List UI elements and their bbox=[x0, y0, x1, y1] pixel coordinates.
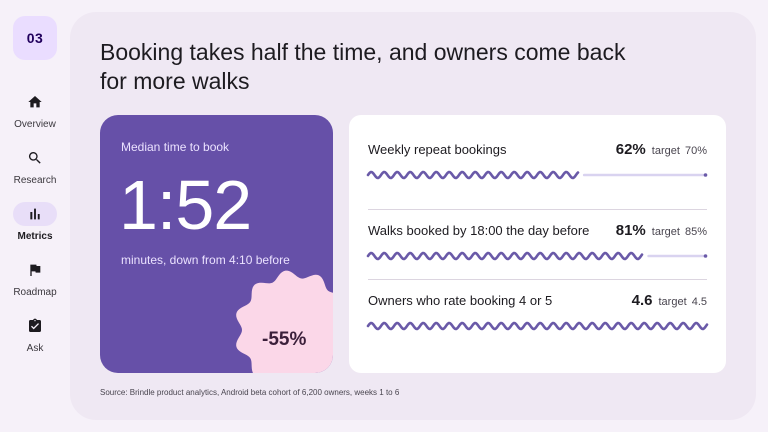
hero-caption: minutes, down from 4:10 before bbox=[121, 253, 290, 267]
metric-target-value: 85% bbox=[684, 225, 707, 238]
metric-target-value: 70% bbox=[684, 144, 707, 157]
nav-label-roadmap: Roadmap bbox=[13, 287, 57, 298]
metric-target-value: 4.5 bbox=[691, 295, 707, 308]
progress-stop-dot bbox=[703, 173, 708, 177]
progress-wave bbox=[366, 321, 709, 331]
bar-chart-icon bbox=[13, 202, 57, 226]
source-footnote: Source: Brindle product analytics, Andro… bbox=[100, 388, 400, 397]
progress-wave-fill bbox=[366, 321, 709, 331]
metric-value-group: 4.6 target 4.5 bbox=[632, 292, 707, 309]
nav-item-roadmap[interactable]: Roadmap bbox=[3, 258, 67, 314]
search-icon bbox=[13, 146, 57, 170]
hero-value: 1:52 bbox=[119, 166, 252, 244]
progress-wave bbox=[366, 251, 708, 261]
metric-target-label: target bbox=[651, 144, 680, 157]
hero-label: Median time to book bbox=[121, 140, 230, 154]
nav-label-overview: Overview bbox=[14, 119, 56, 130]
nav-item-overview[interactable]: Overview bbox=[3, 90, 67, 146]
metric-target-label: target bbox=[651, 225, 680, 238]
change-badge: -55% bbox=[232, 268, 333, 373]
metric-row: Weekly repeat bookings 62% target 70% bbox=[366, 129, 708, 199]
nav-label-research: Research bbox=[13, 175, 57, 186]
metrics-panel: Weekly repeat bookings 62% target 70% Wa… bbox=[349, 115, 726, 373]
progress-wave bbox=[366, 170, 708, 180]
page-number-badge: 03 bbox=[13, 16, 57, 60]
metric-value: 4.6 bbox=[631, 291, 653, 309]
progress-wave-fill bbox=[366, 251, 644, 261]
nav-item-metrics[interactable]: Metrics bbox=[3, 202, 67, 258]
progress-stop-dot bbox=[703, 254, 708, 258]
flag-icon bbox=[13, 258, 57, 282]
scalloped-badge-shape bbox=[236, 270, 333, 373]
nav-label-ask: Ask bbox=[26, 343, 44, 354]
navigation-rail: 03 Overview Research Metrics Roadmap bbox=[0, 0, 70, 432]
metric-label: Owners who rate booking 4 or 5 bbox=[368, 292, 553, 308]
clipboard-check-icon bbox=[13, 314, 57, 338]
metric-value-group: 62% target 70% bbox=[616, 141, 707, 158]
nav-item-ask[interactable]: Ask bbox=[3, 314, 67, 370]
nav-item-research[interactable]: Research bbox=[3, 146, 67, 202]
metric-row: Walks booked by 18:00 the day before 81%… bbox=[366, 209, 708, 279]
hero-metric-tile: Median time to book 1:52 minutes, down f… bbox=[100, 115, 333, 373]
home-icon bbox=[13, 90, 57, 114]
slide-title: Booking takes half the time, and owners … bbox=[100, 39, 626, 94]
metric-row: Owners who rate booking 4 or 5 4.6 targe… bbox=[366, 279, 709, 349]
metric-value: 81% bbox=[615, 221, 646, 239]
metric-target-label: target bbox=[658, 295, 687, 308]
metric-label: Weekly repeat bookings bbox=[368, 141, 507, 157]
change-badge-text: -55% bbox=[262, 329, 307, 350]
progress-wave-fill bbox=[366, 170, 580, 180]
metric-target: target 4.5 bbox=[657, 296, 708, 308]
metric-target: target 85% bbox=[650, 226, 707, 238]
metric-value-group: 81% target 85% bbox=[616, 222, 707, 239]
metric-target: target 70% bbox=[650, 145, 707, 157]
metric-value: 62% bbox=[615, 140, 646, 158]
nav-label-metrics: Metrics bbox=[17, 231, 53, 242]
slide-card: Booking takes half the time, and owners … bbox=[70, 12, 756, 420]
metric-label: Walks booked by 18:00 the day before bbox=[368, 222, 590, 238]
